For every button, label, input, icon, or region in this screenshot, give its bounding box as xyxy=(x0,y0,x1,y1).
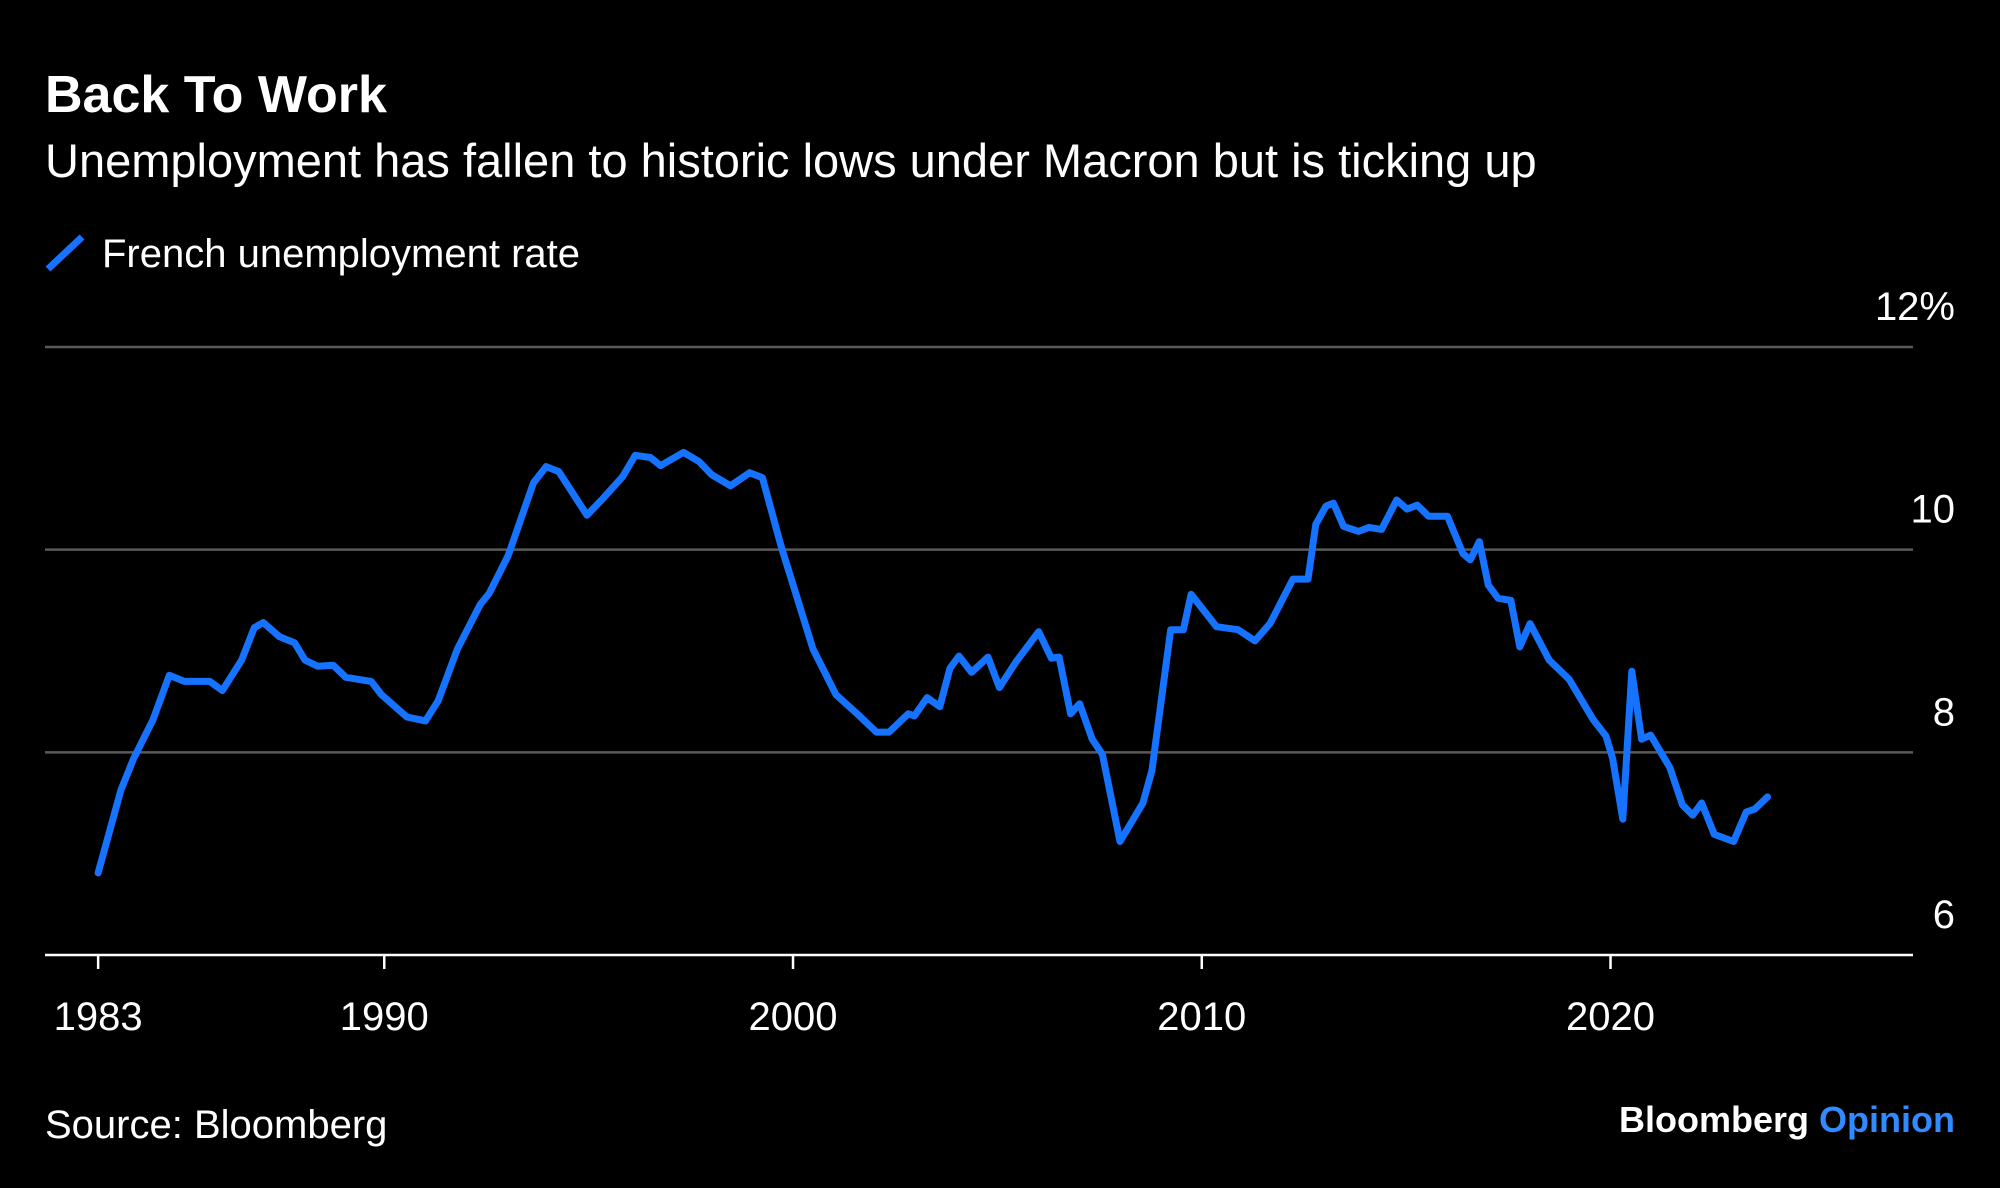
legend-swatch xyxy=(45,234,85,272)
y-tick-label: 6 xyxy=(1933,893,1955,937)
chart-subtitle: Unemployment has fallen to historic lows… xyxy=(45,134,1537,187)
x-tick-label: 1983 xyxy=(54,995,143,1039)
data-line xyxy=(94,448,1771,877)
brand-name: Bloomberg xyxy=(1619,1099,1809,1140)
legend-label: French unemployment rate xyxy=(102,232,580,276)
x-tick-label: 2000 xyxy=(749,995,838,1039)
x-tick-label: 2020 xyxy=(1566,995,1655,1039)
y-tick-label: 8 xyxy=(1933,690,1955,734)
source: Source: Bloomberg xyxy=(45,1103,387,1147)
brand-suffix: Opinion xyxy=(1819,1099,1955,1140)
brand: Bloomberg Opinion xyxy=(1619,1099,1955,1140)
x-tick-label: 2010 xyxy=(1157,995,1246,1039)
chart-title: Back To Work xyxy=(45,66,387,124)
y-tick-label: 10 xyxy=(1911,488,1956,532)
x-tick-label: 1990 xyxy=(340,995,429,1039)
y-tick-label: 12% xyxy=(1875,285,1955,329)
